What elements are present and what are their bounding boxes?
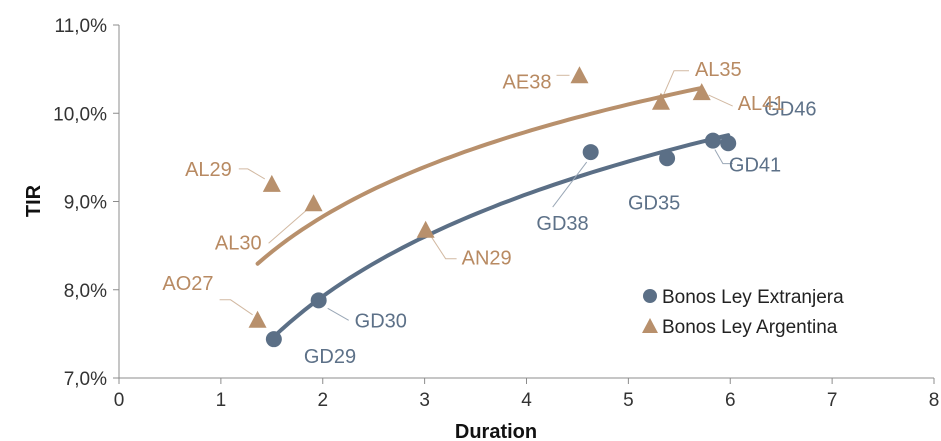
trendline-ley-argentina — [255, 86, 704, 266]
y-tick-label: 9,0% — [64, 193, 107, 214]
point-gd35 — [659, 150, 676, 167]
point-al41 — [692, 83, 711, 101]
x-tick-label: 8 — [929, 390, 940, 411]
point-ao27 — [248, 310, 267, 328]
x-tick-label: 1 — [216, 390, 227, 411]
label-gd29: GD29 — [304, 346, 356, 368]
legend-marker-ley-extranjera — [643, 289, 657, 303]
x-tick-label: 0 — [114, 390, 125, 411]
label-gd30: GD30 — [355, 310, 407, 332]
point-ae38 — [570, 66, 589, 84]
label-ae38: AE38 — [503, 71, 552, 93]
label-leaders — [219, 70, 733, 321]
leader-gd41 — [714, 149, 733, 165]
label-al29: AL29 — [185, 159, 232, 181]
x-axis-title: Duration — [455, 421, 537, 441]
axes: 0 1 2 3 4 5 6 7 8 7,0% 8,0% 9,0% 10,0% 11,0% — [53, 16, 939, 411]
data-points — [248, 66, 737, 348]
x-tick-label: 7 — [827, 390, 838, 411]
label-al30: AL30 — [215, 232, 262, 254]
point-al35 — [651, 92, 670, 110]
y-tick-label: 11,0% — [55, 16, 108, 37]
leader-an29 — [430, 235, 457, 260]
leader-al35 — [663, 70, 689, 94]
label-al41: AL41 — [738, 93, 785, 115]
point-al30 — [304, 194, 323, 212]
leader-gd30 — [327, 307, 349, 321]
x-tick-label: 6 — [725, 390, 736, 411]
point-gd41 — [704, 132, 721, 149]
point-labels: GD29 GD30 GD38 GD35 GD41 GD46 AO27 AL29 AL30 AN29… — [162, 59, 816, 368]
legend-label-ley-extranjera: Bonos Ley Extranjera — [662, 287, 844, 308]
label-gd38: GD38 — [536, 213, 588, 235]
point-gd38 — [582, 144, 599, 161]
legend: Bonos Ley Extranjera Bonos Ley Argentina — [642, 287, 844, 338]
y-tick-label: 10,0% — [53, 104, 107, 125]
label-gd41: GD41 — [729, 155, 781, 177]
label-gd46: GD46 — [764, 98, 816, 120]
label-ao27: AO27 — [162, 273, 213, 295]
point-gd46 — [720, 135, 737, 152]
leader-al30 — [268, 208, 308, 244]
point-an29 — [416, 220, 435, 238]
legend-marker-ley-argentina — [642, 318, 658, 333]
point-gd30 — [310, 292, 327, 309]
leader-al29 — [238, 168, 266, 180]
x-tick-label: 5 — [623, 390, 634, 411]
point-al29 — [262, 174, 281, 192]
y-axis-title: TIR — [23, 184, 45, 217]
leader-ao27 — [219, 299, 253, 316]
legend-label-ley-argentina: Bonos Ley Argentina — [662, 317, 838, 338]
label-an29: AN29 — [462, 248, 512, 270]
x-tick-label: 3 — [419, 390, 430, 411]
x-tick-label: 4 — [521, 390, 532, 411]
label-gd35: GD35 — [628, 192, 680, 214]
trendline-ley-extranjera — [271, 133, 731, 339]
point-gd29 — [265, 331, 282, 348]
y-tick-label: 7,0% — [64, 369, 107, 390]
label-al35: AL35 — [695, 59, 742, 81]
leader-al41 — [708, 94, 733, 107]
y-tick-label: 8,0% — [64, 281, 107, 302]
trendlines — [255, 86, 731, 339]
x-tick-label: 2 — [317, 390, 328, 411]
leader-gd38 — [552, 161, 588, 208]
